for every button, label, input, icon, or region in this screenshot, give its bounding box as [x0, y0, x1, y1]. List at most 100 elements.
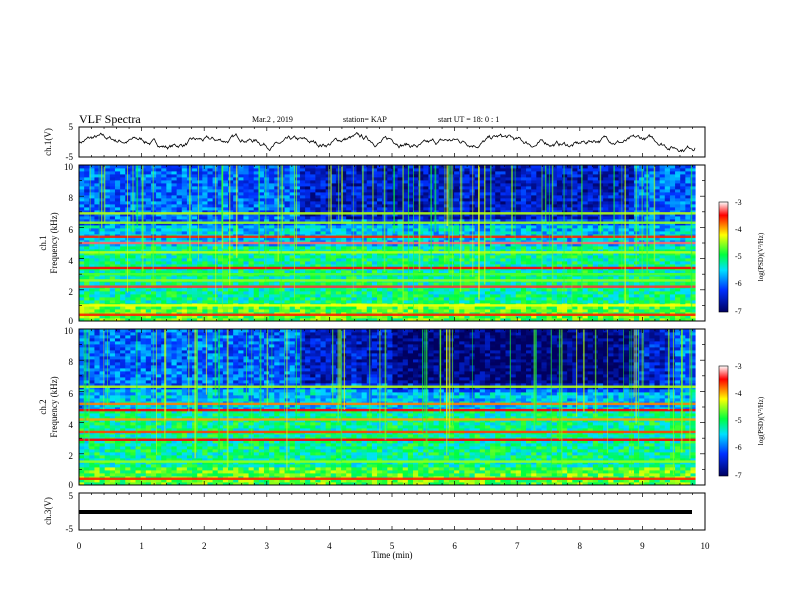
spectrogram-cell	[567, 288, 573, 292]
spectrogram-cell	[413, 270, 419, 274]
spectrogram-cell	[402, 246, 409, 250]
spectrogram-cell	[597, 243, 604, 247]
spectrogram-cell	[505, 201, 512, 205]
spectrogram-cell	[207, 225, 213, 229]
spectrogram-cell	[423, 264, 429, 268]
spectrogram-cell	[346, 198, 352, 202]
spectrogram-cell	[454, 294, 460, 298]
spectrogram-cell	[284, 231, 291, 235]
spectrogram-cell	[109, 231, 116, 235]
spectrogram-cell	[253, 249, 260, 253]
spectrogram-cell	[192, 216, 198, 220]
spectrogram-cell	[597, 309, 604, 313]
spectrogram-cell	[161, 204, 167, 208]
spectrogram-cell	[279, 261, 285, 265]
spectrogram-cell	[258, 288, 265, 292]
spectrogram-cell	[377, 315, 383, 319]
spectrogram-cell	[495, 249, 501, 253]
spectrogram-cell	[623, 207, 630, 211]
spectrogram-cell	[284, 309, 291, 313]
spectrogram-cell	[659, 225, 666, 229]
spectrogram-cell	[597, 270, 604, 274]
spectrogram-cell	[366, 291, 373, 295]
spectrogram-cell	[181, 210, 188, 214]
spectrogram-cell	[623, 291, 630, 295]
spectrogram-cell	[690, 237, 697, 241]
spectrogram-cell	[238, 315, 244, 319]
spectrogram-cell	[130, 231, 136, 235]
spectrogram-cell	[310, 207, 316, 211]
spectrogram-cell	[500, 270, 506, 274]
spectrogram-cell	[484, 255, 491, 259]
spectrogram-cell	[510, 210, 517, 214]
spectrogram-cell	[515, 213, 522, 217]
spectrogram-cell	[582, 213, 589, 217]
spectrogram-cell	[84, 258, 90, 262]
spectrogram-cell	[274, 201, 280, 205]
spectrogram-cell	[166, 210, 172, 214]
spectrogram-cell	[541, 249, 547, 253]
spectrogram-cell	[556, 270, 563, 274]
spectrogram-cell	[289, 291, 296, 295]
spectrogram-cell	[392, 270, 398, 274]
spectrogram-cell	[377, 207, 383, 211]
spectrogram-cell	[495, 219, 501, 223]
figure-title: VLF Spectra	[79, 112, 141, 126]
spectrogram-cell	[377, 282, 383, 286]
spectrogram-cell	[289, 294, 296, 298]
spectrogram-cell	[577, 309, 583, 313]
spectrogram-cell	[500, 219, 506, 223]
spectrogram-cell	[346, 210, 352, 214]
spectrogram-cell	[639, 309, 645, 313]
spectrogram-cell	[299, 315, 306, 319]
spectrogram-cell	[248, 264, 255, 268]
spectrogram-cell	[454, 204, 460, 208]
spectrogram-cell	[618, 210, 625, 214]
spectrogram-cell	[392, 315, 398, 319]
spectrogram-cell	[289, 318, 296, 322]
spectrogram-cell	[371, 231, 378, 235]
spectrogram-cell	[592, 219, 599, 223]
spectrogram-cell	[510, 282, 517, 286]
spectrogram-cell	[222, 261, 229, 265]
spectrogram-cell	[114, 207, 121, 211]
spectrogram-cell	[114, 276, 121, 280]
spectrogram-cell	[505, 261, 512, 265]
spectrogram-cell	[104, 249, 111, 253]
spectrogram-cell	[377, 225, 383, 229]
spectrogram-cell	[551, 213, 558, 217]
spectrogram-cell	[479, 243, 486, 247]
spectrogram-cell	[654, 255, 661, 259]
spectrogram-cell	[305, 213, 311, 217]
spectrogram-cell	[505, 213, 512, 217]
spectrogram-cell	[438, 204, 445, 208]
spectrogram-cell	[618, 291, 625, 295]
spectrogram-cell	[279, 291, 285, 295]
spectrogram-cell	[135, 249, 142, 253]
spectrogram-cell	[289, 288, 296, 292]
spectrogram-cell	[675, 246, 681, 250]
spectrogram-cell	[623, 252, 630, 256]
spectrogram-cell	[438, 225, 445, 229]
spectrogram-cell	[654, 282, 661, 286]
spectrogram-cell	[469, 297, 476, 301]
spectrogram-cell	[99, 291, 106, 295]
spectrogram-cell	[397, 258, 404, 262]
spectrogram-cell	[469, 315, 476, 319]
spectrogram-cell	[156, 294, 162, 298]
spectrogram-cell	[664, 201, 671, 205]
spectrogram-cell	[397, 264, 404, 268]
spectrogram-cell	[407, 231, 414, 235]
spectrogram-cell	[680, 207, 686, 211]
spectrogram-cell	[469, 216, 476, 220]
spectrogram-cell	[510, 276, 517, 280]
spectrogram-cell	[536, 243, 542, 247]
spectrogram-cell	[109, 282, 116, 286]
spectrogram-cell	[474, 204, 481, 208]
spectrogram-cell	[279, 264, 285, 268]
spectrogram-cell	[310, 231, 316, 235]
spectrogram-cell	[320, 213, 327, 217]
spectrogram-cell	[197, 204, 203, 208]
spectrogram-cell	[299, 237, 306, 241]
spectrogram-cell	[490, 300, 496, 304]
